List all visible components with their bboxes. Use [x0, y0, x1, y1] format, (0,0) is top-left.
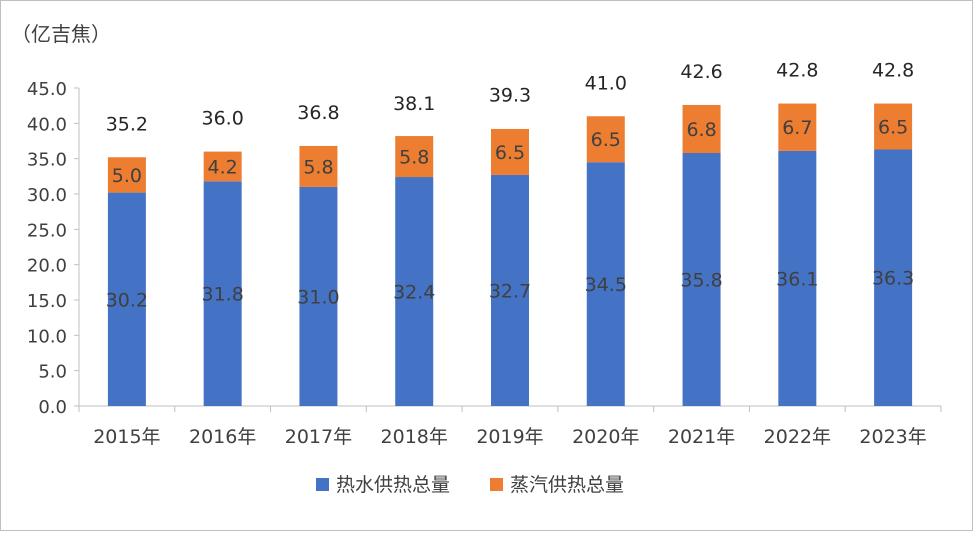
steam-data-label: 6.5 — [495, 142, 525, 164]
y-tick-label: 40.0 — [27, 114, 67, 135]
legend-swatch-hot-water — [316, 478, 329, 491]
hot-water-data-label: 35.8 — [680, 270, 722, 292]
steam-bar-segment — [491, 128, 529, 175]
y-tick-label: 5.0 — [38, 362, 67, 383]
steam-data-label: 6.8 — [686, 119, 716, 141]
hot-water-bar-segment — [107, 192, 146, 406]
hot-water-bar-segment — [299, 186, 338, 406]
steam-bar-segment — [682, 104, 721, 154]
steam-bar-segment — [778, 103, 817, 151]
y-tick-label: 45.0 — [27, 79, 67, 100]
hot-water-bar-segment — [491, 174, 529, 406]
total-data-label: 39.3 — [489, 84, 531, 106]
x-category-label: 2020年 — [572, 426, 639, 448]
steam-bar-segment — [299, 145, 338, 187]
steam-bar-segment — [107, 157, 146, 193]
hot-water-bar-segment — [682, 153, 721, 406]
steam-bar-segment — [395, 136, 434, 178]
legend: 热水供热总量 蒸汽供热总量 — [316, 474, 624, 496]
bar-series: 30.2 5.0 35.2 31.8 4.2 36.0 31.0 5.8 36.8 32.4 5.8… — [106, 60, 914, 407]
hot-water-data-label: 31.8 — [202, 284, 244, 306]
steam-data-label: 6.7 — [782, 117, 812, 139]
hot-water-data-label: 36.1 — [776, 268, 818, 290]
x-category-label: 2016年 — [189, 426, 256, 448]
hot-water-data-label: 32.4 — [393, 282, 435, 304]
x-category-label: 2015年 — [93, 426, 160, 448]
hot-water-bar-segment — [874, 149, 913, 407]
total-data-label: 36.8 — [297, 102, 339, 124]
y-tick-label: 20.0 — [27, 256, 67, 277]
y-tick-label: 0.0 — [38, 397, 67, 418]
total-data-label: 41.0 — [585, 72, 627, 94]
x-category-label: 2017年 — [285, 426, 352, 448]
y-axis-unit-label: （亿吉焦） — [11, 22, 111, 46]
x-category-label: 2018年 — [381, 426, 448, 448]
total-data-label: 42.8 — [776, 60, 818, 82]
x-category-label: 2022年 — [764, 426, 831, 448]
total-data-label: 36.0 — [202, 108, 244, 130]
steam-data-label: 4.2 — [208, 156, 238, 178]
steam-data-label: 5.0 — [112, 165, 142, 187]
x-axis: 2015年 2016年 2017年 2018年 2019年 2020年 2021年 2022年… — [78, 405, 942, 448]
x-category-label: 2021年 — [668, 426, 735, 448]
hot-water-bar-segment — [203, 181, 242, 406]
y-axis: 0.0 5.0 10.0 15.0 20.0 25.0 30.0 35.0 40.0 45.0 — [27, 79, 80, 418]
y-tick-label: 25.0 — [27, 220, 67, 241]
y-tick-label: 30.0 — [27, 185, 67, 206]
hot-water-data-label: 30.2 — [106, 289, 148, 311]
hot-water-data-label: 36.3 — [872, 268, 914, 290]
hot-water-data-label: 34.5 — [585, 274, 627, 296]
legend-swatch-steam — [490, 478, 503, 491]
steam-bar-segment — [586, 116, 625, 163]
total-data-label: 42.8 — [872, 60, 914, 82]
hot-water-bar-segment — [586, 162, 625, 406]
legend-label-steam: 蒸汽供热总量 — [510, 474, 624, 496]
hot-water-data-label: 32.7 — [489, 280, 531, 302]
hot-water-data-label: 31.0 — [297, 286, 339, 308]
x-category-label: 2019年 — [476, 426, 543, 448]
steam-bar-segment — [203, 151, 242, 182]
steam-data-label: 5.8 — [399, 147, 429, 169]
x-category-label: 2023年 — [859, 426, 926, 448]
total-data-label: 38.1 — [393, 93, 435, 115]
y-tick-label: 15.0 — [27, 291, 67, 312]
steam-data-label: 5.8 — [303, 156, 333, 178]
steam-data-label: 6.5 — [878, 117, 908, 139]
hot-water-bar-segment — [395, 177, 434, 406]
steam-bar-segment — [874, 103, 913, 150]
total-data-label: 42.6 — [680, 61, 722, 83]
y-tick-label: 35.0 — [27, 150, 67, 171]
legend-label-hot-water: 热水供热总量 — [336, 474, 450, 496]
y-tick-label: 10.0 — [27, 326, 67, 347]
steam-data-label: 6.5 — [591, 129, 621, 151]
hot-water-bar-segment — [778, 150, 817, 406]
total-data-label: 35.2 — [106, 113, 148, 135]
